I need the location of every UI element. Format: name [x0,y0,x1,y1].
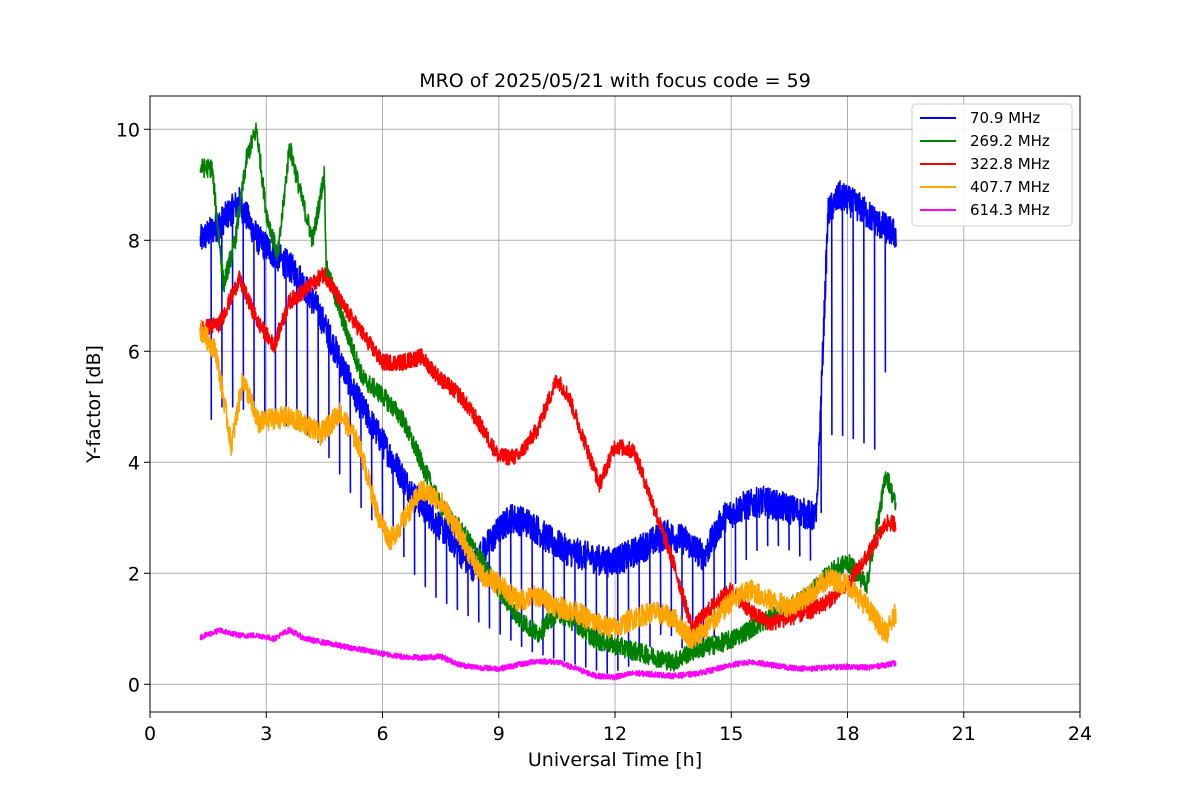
legend: 70.9 MHz 269.2 MHz 322.8 MHz 407.7 MHz 614.3… [911,103,1073,227]
series-line-0 [199,180,897,674]
legend-entry: 407.7 MHz [970,178,1050,196]
legend-box [911,103,1073,227]
x-tick-label: 21 [952,723,976,745]
y-tick-label: 6 [128,341,140,363]
x-tick-label: 15 [719,723,743,745]
series-line-3 [199,319,897,649]
y-tick-label: 8 [128,230,140,252]
y-tick-label: 2 [128,563,140,585]
y-axis-label: Y-factor [dB] [83,345,105,464]
legend-entry: 322.8 MHz [970,155,1050,173]
y-tick-label: 0 [128,674,140,696]
series-line-2 [199,267,897,636]
x-tick-label: 24 [1068,723,1092,745]
series-line-4 [199,626,897,681]
legend-entry: 614.3 MHz [970,201,1050,219]
legend-entry: 70.9 MHz [970,109,1040,127]
x-tick-label: 0 [144,723,156,745]
chart-title: MRO of 2025/05/21 with focus code = 59 [419,70,811,92]
x-tick-label: 3 [260,723,272,745]
x-tick-label: 9 [493,723,505,745]
y-tick-label: 10 [116,119,140,141]
x-tick-label: 6 [376,723,388,745]
legend-entry: 269.2 MHz [970,132,1050,150]
x-axis-label: Universal Time [h] [528,749,702,771]
x-tick-label: 18 [835,723,859,745]
series-layer [199,122,897,681]
x-tick-label: 12 [603,723,627,745]
y-tick-label: 4 [128,452,140,474]
